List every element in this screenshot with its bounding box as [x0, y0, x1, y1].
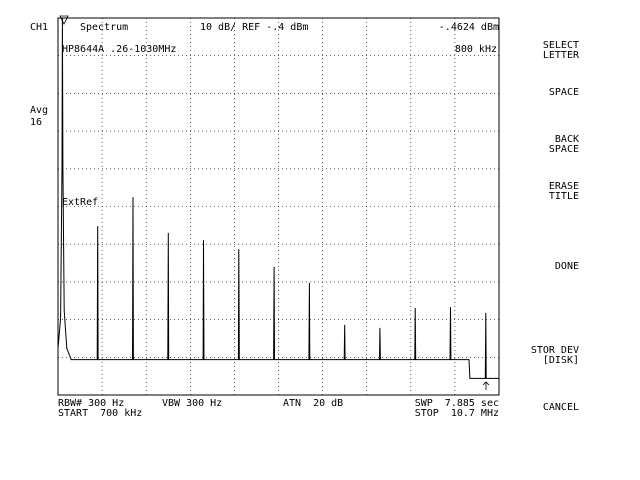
atn: ATN 20 dB [283, 398, 343, 409]
vbw: VBW 300 Hz [162, 398, 222, 409]
softkey-label[interactable]: ERASE [549, 181, 579, 192]
marker-arrow [482, 381, 490, 390]
mode: Spectrum [80, 22, 128, 33]
ext-ref: ExtRef [62, 197, 98, 208]
softkey-label[interactable]: LETTER [543, 50, 580, 61]
softkey-label[interactable]: BACK [555, 134, 579, 145]
stop-freq: STOP 10.7 MHz [415, 408, 499, 419]
softkeys: SELECTLETTERSPACEBACKSPACEERASETITLEDONE… [531, 40, 580, 413]
softkey-label[interactable]: SPACE [549, 87, 579, 98]
softkey-label[interactable]: SELECT [543, 40, 579, 51]
softkey[interactable]: SPACE [549, 87, 579, 98]
softkey-label[interactable]: STOR DEV [531, 345, 579, 356]
softkey[interactable]: STOR DEV[DISK] [531, 345, 579, 366]
avg-count: 16 [30, 117, 42, 128]
graticule [58, 18, 499, 395]
softkey-label[interactable]: DONE [555, 261, 579, 272]
scale-ref: 10 dB/ REF -.4 dBm [200, 22, 308, 33]
softkey-label[interactable]: CANCEL [543, 402, 579, 413]
softkey[interactable]: DONE [555, 261, 579, 272]
rbw: RBW# 300 Hz [58, 398, 124, 409]
softkey[interactable]: CANCEL [543, 402, 579, 413]
softkey-label[interactable]: SPACE [549, 144, 579, 155]
marker-value: -.4624 dBm [439, 22, 499, 33]
avg-label: Avg [30, 105, 48, 116]
trace [57, 18, 499, 379]
start-freq: START 700 kHz [58, 408, 142, 419]
marker-freq: 800 kHz [455, 44, 497, 55]
softkey-label[interactable]: [DISK] [543, 355, 579, 366]
softkey-label[interactable]: TITLE [549, 191, 579, 202]
sweep-time: SWP 7.885 sec [415, 398, 499, 409]
trace-title: HP8644A .26-1030MHz [62, 44, 176, 55]
channel: CH1 [30, 22, 48, 33]
